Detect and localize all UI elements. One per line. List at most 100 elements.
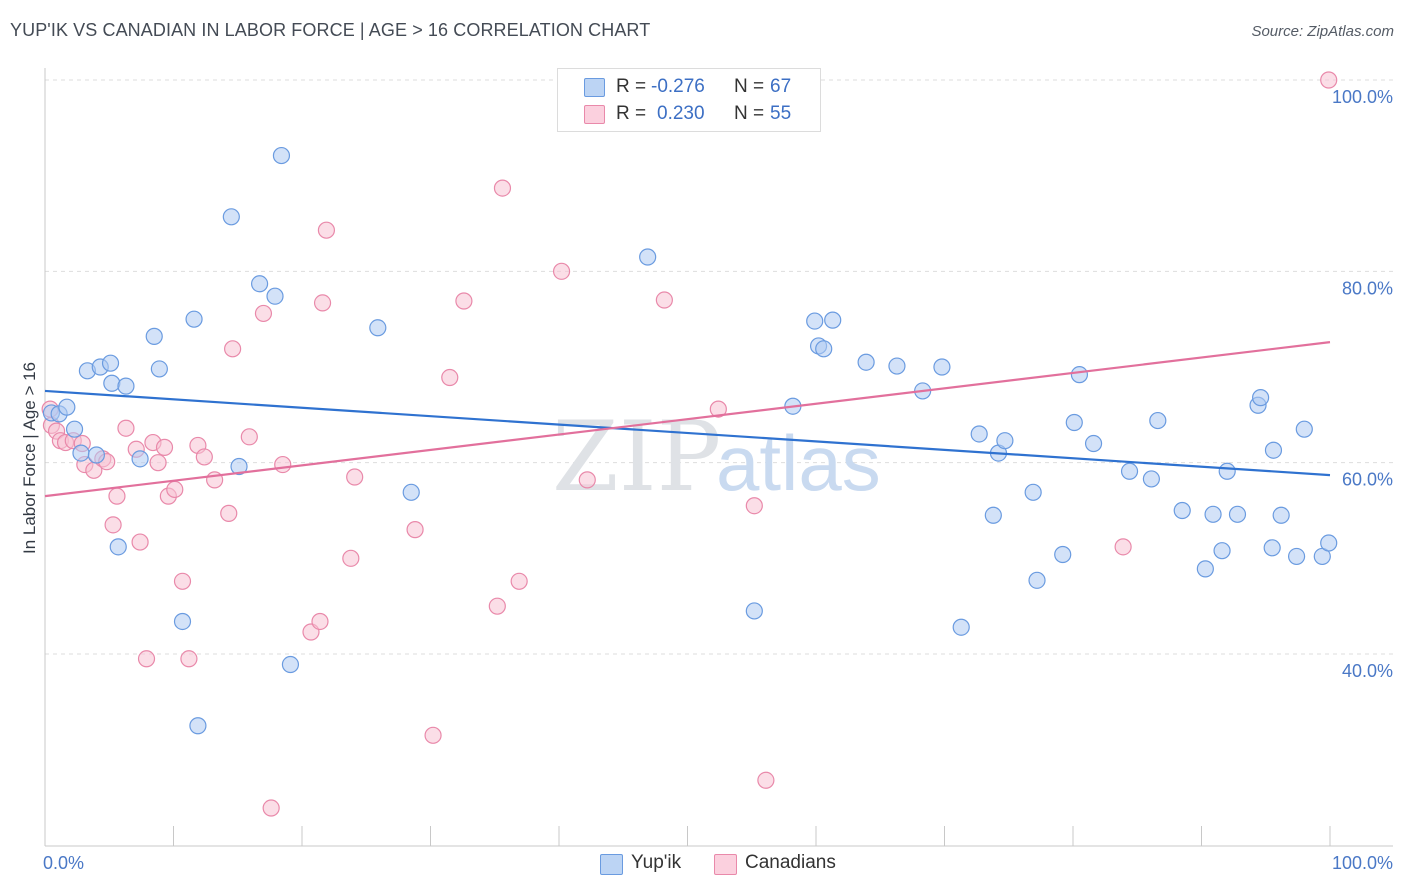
x-tick-label: 100.0%	[1332, 853, 1393, 873]
watermark: ZIP atlas	[552, 401, 881, 513]
yupik-point	[996, 432, 1014, 450]
legend-r-value: 0.230	[657, 103, 705, 124]
canadians-point	[455, 292, 473, 310]
canadians-point	[220, 504, 238, 522]
source-credit: Source: ZipAtlas.com	[1251, 23, 1394, 40]
yupik-point	[824, 311, 842, 329]
yupik-point	[1272, 506, 1290, 524]
yupik-point	[222, 208, 240, 226]
canadians-point	[131, 533, 149, 551]
canadians-point	[108, 487, 126, 505]
yupik-point	[1054, 545, 1072, 564]
yupik-point	[58, 398, 76, 416]
yupik-point	[266, 287, 284, 305]
canadians-point	[240, 428, 258, 446]
yupik-point	[189, 717, 207, 735]
canadians-point	[317, 221, 336, 239]
yupik-point	[281, 655, 300, 674]
canadians-point	[254, 304, 273, 323]
yupik-point	[1070, 366, 1089, 384]
yupik-point	[1287, 547, 1306, 566]
canadians-point	[180, 650, 198, 668]
yupik-point	[103, 374, 121, 392]
y-tick-label: 80.0%	[1342, 278, 1393, 298]
yupik-point	[1084, 434, 1103, 453]
tick-labels: 100.0% 80.0% 60.0% 40.0% 0.0% 100.0%	[43, 87, 1393, 873]
yupik-point	[1213, 542, 1231, 560]
canadians-point	[137, 650, 156, 668]
canadians-point	[346, 468, 364, 486]
yupik-point	[1065, 413, 1083, 432]
canadians-point	[488, 597, 506, 615]
canadians-point	[424, 726, 442, 744]
yupik-point	[87, 446, 106, 464]
yupik-point	[250, 275, 269, 293]
yupik-point	[639, 248, 657, 266]
canadians-point	[709, 400, 727, 418]
canadians-point	[493, 179, 512, 197]
chart-title: YUP'IK VS CANADIAN IN LABOR FORCE | AGE …	[10, 20, 651, 40]
yupik-point	[1295, 420, 1313, 438]
legend-row-canadians: R = 0.230 N = 55	[558, 100, 820, 128]
yupik-points	[42, 72, 1338, 735]
yupik-point	[1218, 462, 1236, 480]
legend-r-value: -0.276	[651, 76, 705, 97]
yupik-point	[131, 450, 149, 468]
yupik-point	[185, 310, 203, 328]
canadians-point	[149, 454, 167, 472]
yupik-swatch	[584, 78, 605, 97]
canadians-swatch	[584, 105, 605, 124]
canadians-point	[578, 471, 596, 489]
yupik-point	[65, 420, 84, 438]
yupik-point	[402, 483, 420, 501]
canadians-legend-swatch	[714, 854, 737, 875]
yupik-point	[1196, 560, 1214, 578]
canadians-legend-label: Canadians	[745, 852, 836, 873]
canadians-point	[274, 455, 292, 474]
yupik-point	[1264, 441, 1283, 459]
canadians-point	[757, 771, 775, 789]
yupik-point	[970, 425, 988, 443]
yupik-legend-swatch	[600, 854, 623, 875]
yupik-point	[1252, 389, 1270, 407]
canadians-point	[552, 262, 571, 280]
legend-n-label: N =	[734, 103, 765, 124]
watermark-zip: ZIP	[552, 401, 721, 513]
canadians-point	[745, 497, 763, 515]
yupik-legend-label: Yup'ik	[631, 852, 682, 873]
canadians-point	[224, 340, 242, 358]
canadians-points	[41, 71, 1338, 817]
yupik-point	[1228, 505, 1247, 523]
yupik-point	[1173, 501, 1191, 520]
yupik-point	[815, 340, 833, 358]
canadians-point	[655, 291, 673, 309]
yupik-point	[984, 506, 1002, 524]
canadians-point	[441, 368, 459, 387]
yupik-point	[1028, 571, 1046, 589]
y-axis-label: In Labor Force | Age > 16	[20, 362, 39, 554]
canadians-point	[155, 438, 174, 456]
yupik-point	[1142, 470, 1160, 488]
canadians-point	[342, 549, 360, 567]
canadians-trend-line	[44, 341, 1331, 498]
canadians-point	[311, 612, 329, 631]
legend-n-value: 55	[770, 103, 792, 124]
yupik-point	[1120, 462, 1139, 480]
yupik-point	[1320, 534, 1338, 552]
yupik-point	[857, 353, 875, 371]
trend-lines	[44, 341, 1331, 498]
gridlines	[45, 79, 1393, 655]
watermark-atlas: atlas	[716, 419, 881, 507]
y-tick-label: 40.0%	[1342, 661, 1393, 681]
canadians-point	[510, 572, 528, 590]
canadians-point	[262, 799, 280, 817]
legend-n-value: 67	[770, 76, 792, 97]
yupik-point	[888, 357, 906, 375]
canadians-point	[117, 419, 135, 437]
yupik-point	[173, 612, 192, 631]
correlation-legend: R = -0.276 N = 67 R = 0.230 N = 55	[557, 68, 821, 132]
yupik-point	[806, 312, 824, 330]
y-tick-label: 100.0%	[1332, 87, 1393, 107]
canadians-point	[406, 521, 424, 539]
